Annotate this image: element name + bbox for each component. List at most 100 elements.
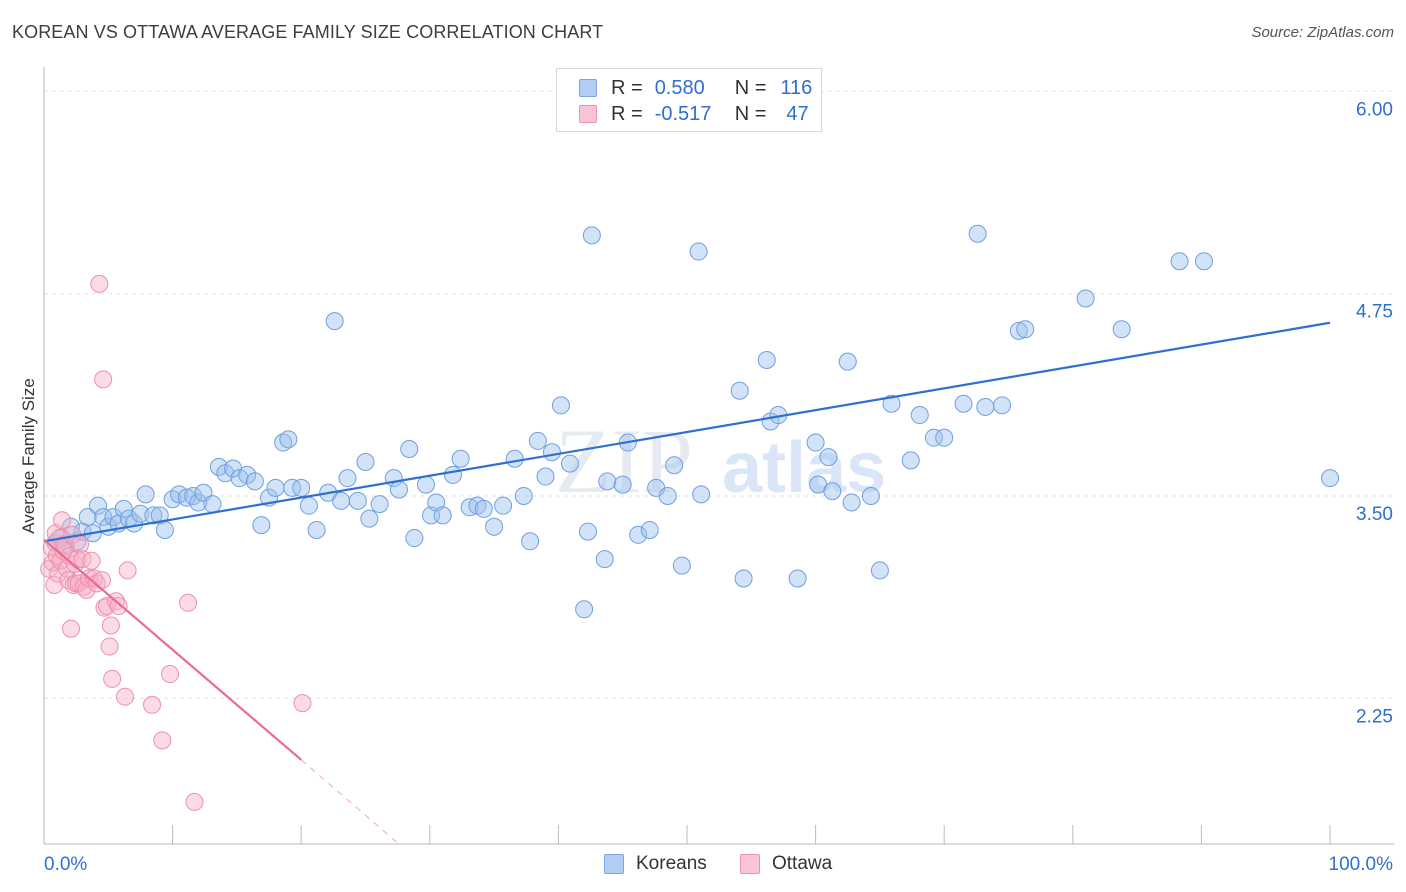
korean-point (299, 496, 318, 515)
ottawa-point (90, 274, 109, 293)
korean-point (924, 428, 943, 447)
korean-point (451, 449, 470, 468)
ottawa-point (94, 370, 113, 389)
ottawa-point (62, 619, 81, 638)
ottawa-point (101, 616, 120, 635)
korean-point (494, 496, 513, 515)
ottawa-point (185, 792, 204, 811)
y-tick-label: 6.00 (1356, 99, 1393, 120)
legend-label-koreans: Koreans (636, 853, 707, 874)
ottawa-point (55, 535, 74, 554)
korean-point (640, 520, 659, 539)
x-tick-label-min: 0.0% (44, 854, 87, 875)
korean-point (976, 397, 995, 416)
korean-point (528, 431, 547, 450)
korean-point (578, 522, 597, 541)
korean-point (150, 506, 169, 525)
stats-row-koreans: R = 0.580 N = 116 (579, 76, 812, 100)
legend-ottawa[interactable]: Ottawa (740, 852, 832, 876)
ottawa-point (45, 576, 64, 594)
y-tick-label: 2.25 (1356, 706, 1393, 727)
ottawa-point (293, 694, 312, 713)
korean-point (505, 449, 524, 468)
ottawa-legend-swatch (740, 854, 760, 874)
korean-point (1321, 469, 1339, 488)
x-tick-label-max: 100.0% (1329, 854, 1394, 875)
korean-point (78, 508, 97, 527)
korean-point (1076, 289, 1095, 308)
korean-point (292, 478, 311, 497)
korean-point (279, 430, 298, 449)
korean-point (1112, 320, 1131, 339)
korean-point (954, 394, 973, 413)
korean-point (94, 508, 113, 527)
ottawa-point (179, 593, 198, 612)
ottawa-point (161, 665, 180, 684)
korean-point (842, 493, 861, 512)
ottawa-point (143, 695, 162, 714)
korean-point (416, 475, 435, 494)
korean-point (788, 569, 807, 588)
korean-point (155, 520, 174, 539)
korean-point (613, 475, 632, 494)
korean-point (245, 472, 264, 491)
ottawa-point (109, 597, 128, 616)
r-label: R = (611, 76, 643, 99)
trend-lines (43, 321, 1331, 845)
korean-point (400, 440, 419, 459)
trend-extension-ottawa (300, 759, 400, 845)
ottawa-point (100, 637, 119, 656)
korean-point (485, 517, 504, 536)
korean-point (360, 509, 379, 528)
series-koreans (46, 224, 1339, 619)
ottawa-point (103, 669, 122, 688)
korean-point (114, 499, 133, 518)
korean-point (274, 433, 293, 452)
ottawa-point (53, 511, 72, 530)
korean-point (252, 516, 271, 535)
korean-point (144, 506, 163, 525)
korean-point (283, 478, 302, 497)
legend-koreans[interactable]: Koreans (604, 852, 707, 876)
n-label: N = (734, 76, 767, 99)
korean-point (203, 495, 222, 514)
korean-point (870, 561, 889, 580)
korean-point (665, 456, 684, 475)
koreans-legend-swatch (604, 854, 624, 874)
korean-point (325, 312, 344, 331)
korean-point (474, 499, 493, 518)
ottawa-n-value: 47 (786, 102, 809, 125)
korean-point (692, 485, 711, 504)
korean-point (1194, 252, 1213, 271)
korean-point (1009, 321, 1028, 340)
ottawa-r-value: -0.517 (654, 102, 712, 125)
korean-point (575, 600, 594, 619)
watermark-atlas: atlas (722, 428, 886, 508)
korean-point (238, 465, 257, 484)
korean-point (595, 550, 614, 569)
korean-point (536, 467, 555, 486)
ottawa-point (73, 550, 92, 569)
n-label: N = (734, 102, 767, 125)
korean-point (460, 498, 479, 517)
korean-point (209, 457, 228, 476)
korean-point (514, 486, 533, 505)
korean-point (405, 529, 424, 548)
korean-point (433, 506, 452, 525)
korean-point (993, 396, 1012, 415)
korean-point (861, 486, 880, 505)
korean-point (757, 350, 776, 369)
y-tick-label: 3.50 (1356, 504, 1393, 525)
series-ottawa (40, 274, 312, 811)
korean-point (910, 406, 929, 425)
korean-point (131, 504, 150, 523)
korean-point (689, 242, 708, 261)
trend-line-koreans (43, 321, 1331, 543)
korean-point (901, 451, 920, 470)
korean-point (629, 525, 648, 544)
korean-point (389, 480, 408, 499)
korean-point (443, 465, 462, 484)
korean-point (1016, 320, 1035, 339)
korean-point (968, 224, 987, 243)
